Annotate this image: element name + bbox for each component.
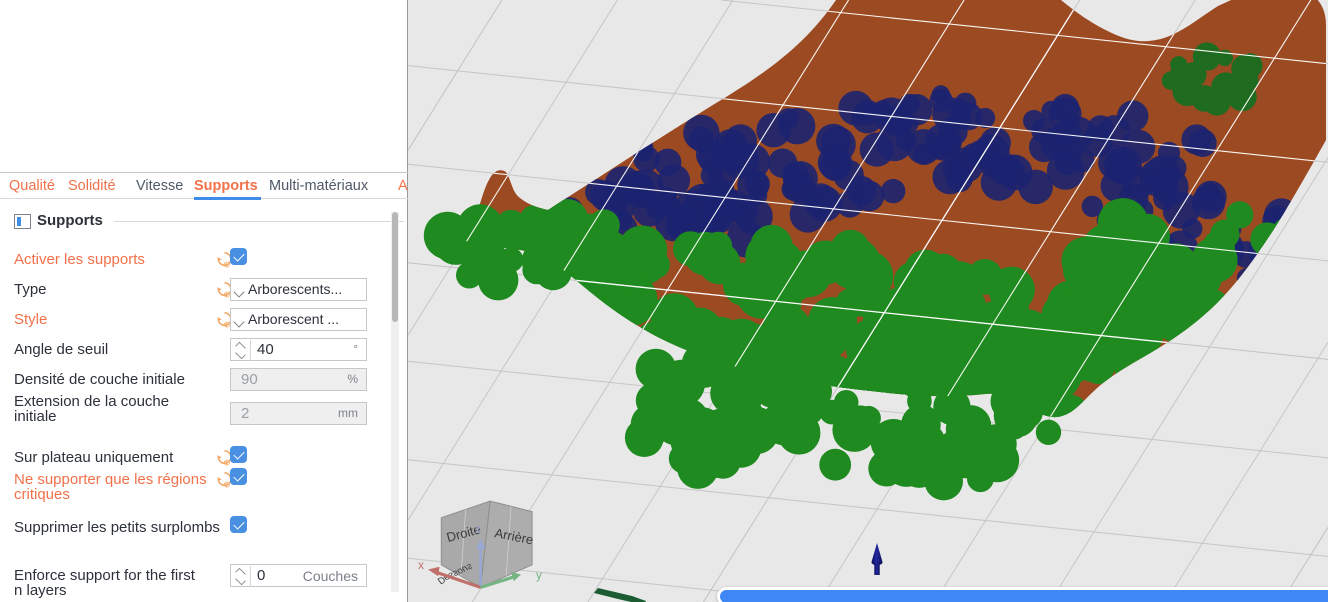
svg-text:x: x — [418, 558, 424, 572]
svg-text:z: z — [475, 524, 481, 536]
svg-text:y: y — [536, 568, 542, 582]
